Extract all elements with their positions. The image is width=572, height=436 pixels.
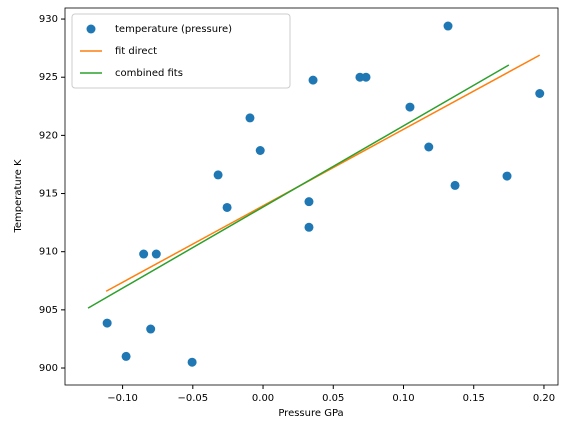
y-tick-label: 925 bbox=[39, 72, 58, 83]
point bbox=[139, 249, 149, 259]
legend-marker bbox=[86, 24, 96, 34]
x-tick-label: 0.00 bbox=[252, 393, 274, 404]
point bbox=[187, 357, 197, 367]
point bbox=[102, 318, 112, 328]
legend-label: temperature (pressure) bbox=[115, 24, 232, 35]
point bbox=[213, 170, 223, 180]
point bbox=[121, 351, 131, 361]
legend bbox=[71, 13, 291, 89]
y-tick-label: 905 bbox=[39, 305, 58, 316]
point bbox=[308, 75, 318, 85]
point bbox=[255, 145, 265, 155]
point bbox=[535, 88, 545, 98]
y-axis-label: Temperature K bbox=[13, 159, 24, 234]
point bbox=[424, 142, 434, 152]
legend-label: fit direct bbox=[115, 46, 157, 57]
x-tick-label: 0.10 bbox=[392, 393, 414, 404]
y-tick-label: 915 bbox=[39, 189, 58, 200]
y-tick-label: 900 bbox=[39, 363, 58, 374]
x-tick-label: 0.15 bbox=[463, 393, 485, 404]
point bbox=[304, 197, 314, 207]
plot-frame bbox=[64, 7, 559, 386]
point bbox=[222, 202, 232, 212]
legend-label: combined fits bbox=[115, 68, 183, 79]
point bbox=[361, 72, 371, 82]
y-tick-label: 930 bbox=[39, 14, 58, 25]
x-tick-label: −0.10 bbox=[107, 393, 138, 404]
point bbox=[304, 222, 314, 232]
point bbox=[151, 249, 161, 259]
point bbox=[146, 324, 156, 334]
x-axis-label: Pressure GPa bbox=[278, 408, 343, 419]
line bbox=[87, 64, 510, 309]
x-tick-label: −0.05 bbox=[177, 393, 208, 404]
x-tick-label: 0.20 bbox=[533, 393, 555, 404]
point bbox=[405, 102, 415, 112]
point bbox=[502, 171, 512, 181]
y-tick-label: 910 bbox=[39, 247, 58, 258]
point bbox=[450, 180, 460, 190]
y-tick-label: 920 bbox=[39, 130, 58, 141]
point bbox=[443, 21, 453, 31]
x-tick-label: 0.05 bbox=[322, 393, 344, 404]
point bbox=[245, 113, 255, 123]
